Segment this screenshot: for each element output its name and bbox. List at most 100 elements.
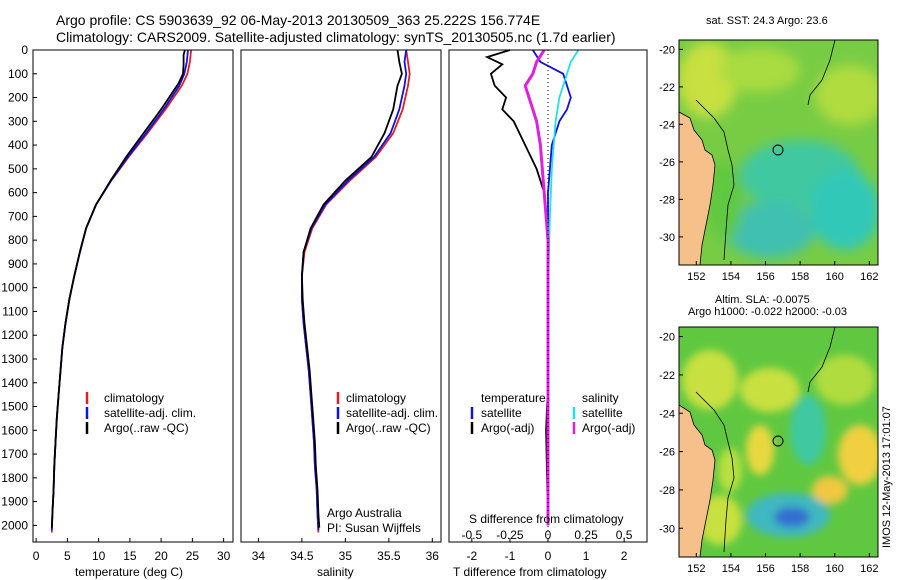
land-australia <box>679 111 716 265</box>
y-tick-label: 900 <box>8 257 28 271</box>
lon-tick-label: 152 <box>687 563 705 575</box>
salinity-panel: 34 34.5 35 35.5 36 salinity climatology sate… <box>240 49 442 579</box>
x-tick-label: 0 <box>545 549 552 563</box>
s-difference-label: S difference from climatology <box>469 512 624 526</box>
lon-tick-label: 158 <box>791 563 809 575</box>
series-line-temperature-satellite <box>532 49 572 526</box>
temperature-legend: climatology satellite-adj. clim. Argo(..… <box>85 391 196 435</box>
lat-tick-label: -24 <box>659 119 675 131</box>
sla-map-frame <box>678 326 879 558</box>
lat-tick-label: -28 <box>659 194 675 206</box>
sla-map-title: Altim. SLA: -0.0075 <box>715 294 810 306</box>
lon-tick-label: 160 <box>826 563 844 575</box>
x-tick-label: 15 <box>123 549 137 563</box>
lat-tick-label: -24 <box>659 408 675 420</box>
y-tick-label: 1800 <box>1 471 28 485</box>
lon-tick-label: 162 <box>860 563 878 575</box>
y-tick-label: 800 <box>8 233 28 247</box>
sla-map-subtitle: Argo h1000: -0.022 h2000: -0.03 <box>688 306 848 318</box>
y-tick-label: 1400 <box>1 376 28 390</box>
lat-tick-label: -26 <box>659 447 675 459</box>
y-tick-label: 600 <box>8 186 28 200</box>
salinity-legend: climatology satellite-adj. clim. Argo(..… <box>336 391 438 435</box>
x-tick-label: 2 <box>621 549 628 563</box>
legend-label-argo: Argo(..raw -QC) <box>346 421 431 435</box>
y-tick-label: 700 <box>8 209 28 223</box>
s-tick-label: 0.5 <box>616 528 633 542</box>
t-difference-xlabel: T difference from climatology <box>453 565 607 579</box>
x-tick-label: 35.5 <box>377 549 401 563</box>
y-tick-label: 1000 <box>1 281 28 295</box>
pi-name-label: PI: Susan Wijffels <box>327 521 421 535</box>
salinity-axes-box <box>240 49 442 543</box>
lat-tick-label: -22 <box>659 370 675 382</box>
x-tick-label: -2 <box>467 549 478 563</box>
series-line-climatology <box>50 49 192 533</box>
legend-label-argo: Argo(..raw -QC) <box>104 421 189 435</box>
lat-tick-label: -20 <box>659 44 675 56</box>
argo-position-marker <box>772 144 784 156</box>
series-line-salinity-satellite <box>547 49 580 526</box>
series-line-argo-raw-qc- <box>50 49 186 528</box>
lat-tick-label: -20 <box>659 332 675 344</box>
lon-tick-label: 156 <box>756 563 774 575</box>
lon-tick-label: 154 <box>722 271 740 283</box>
legend-label-satellite: satellite-adj. clim. <box>346 406 438 420</box>
y-tick-label: 0 <box>21 43 28 57</box>
x-tick-label: 34.5 <box>290 549 314 563</box>
plot-title-line2: Climatology: CARS2009. Satellite-adjuste… <box>56 29 616 45</box>
s-tick-label: -0.5 <box>462 528 483 542</box>
y-tick-label: 1100 <box>2 304 28 318</box>
lon-tick-label: 162 <box>860 271 878 283</box>
argo-australia-label: Argo Australia <box>327 506 402 520</box>
series-line-climatology <box>300 49 411 533</box>
y-tick-label: 1500 <box>1 400 28 414</box>
legend-label-sal-argo: Argo(-adj) <box>582 421 635 435</box>
x-tick-label: 30 <box>217 549 231 563</box>
lat-tick-label: -22 <box>659 82 675 94</box>
sst-map-title: sat. SST: 24.3 Argo: 23.6 <box>706 15 828 27</box>
y-tick-label: 1700 <box>1 447 28 461</box>
series-line-argo-raw-qc- <box>300 49 403 528</box>
lon-tick-label: 154 <box>722 563 740 575</box>
legend-label-climatology: climatology <box>104 391 164 405</box>
legend-label-sal-satellite: satellite <box>582 406 623 420</box>
lat-tick-label: -30 <box>659 523 675 535</box>
legend-temperature-heading: temperature <box>481 391 546 405</box>
y-tick-label: 400 <box>8 138 28 152</box>
y-tick-label: 1200 <box>1 328 28 342</box>
temperature-panel: 0100200300400500600700800900100011001200… <box>1 43 234 579</box>
series-line-temperature-argo-adj- <box>484 49 549 526</box>
lon-tick-label: 152 <box>687 271 705 283</box>
y-tick-label: 100 <box>8 67 28 81</box>
series-line-satellite-adj-clim- <box>50 49 189 531</box>
y-tick-label: 200 <box>8 91 28 105</box>
difference-panel: -2 -1 0 1 2 -0.5 -0.25 0 0.25 0.5 S difference f… <box>448 49 648 579</box>
lon-tick-label: 158 <box>791 271 809 283</box>
lat-tick-label: -30 <box>659 232 675 244</box>
s-tick-label: 0 <box>545 528 552 542</box>
y-tick-label: 300 <box>8 114 28 128</box>
x-tick-label: -1 <box>505 549 516 563</box>
x-tick-label: 25 <box>186 549 200 563</box>
s-tick-label: -0.25 <box>496 528 524 542</box>
x-tick-label: 5 <box>64 549 71 563</box>
series-line-satellite-adj-clim- <box>300 49 408 531</box>
lat-tick-label: -26 <box>659 157 675 169</box>
x-tick-label: 20 <box>154 549 168 563</box>
difference-legend: temperature satellite Argo(-adj) salinit… <box>470 391 635 435</box>
lon-tick-label: 156 <box>756 271 774 283</box>
y-tick-label: 2000 <box>1 518 28 532</box>
x-tick-label: 35 <box>339 549 353 563</box>
shelf-contour <box>695 391 735 553</box>
legend-label-temp-satellite: satellite <box>481 406 522 420</box>
argo-position-marker <box>772 435 784 447</box>
legend-label-climatology: climatology <box>346 391 406 405</box>
series-line-salinity-argo-adj- <box>523 49 550 526</box>
sst-map: -20 -22 -24 -26 -28 -30 152 154 156 158 160 162 <box>659 39 879 283</box>
s-tick-label: 0.25 <box>574 528 598 542</box>
legend-label-temp-argo: Argo(-adj) <box>481 421 534 435</box>
x-tick-label: 36 <box>426 549 440 563</box>
legend-label-satellite: satellite-adj. clim. <box>104 406 196 420</box>
